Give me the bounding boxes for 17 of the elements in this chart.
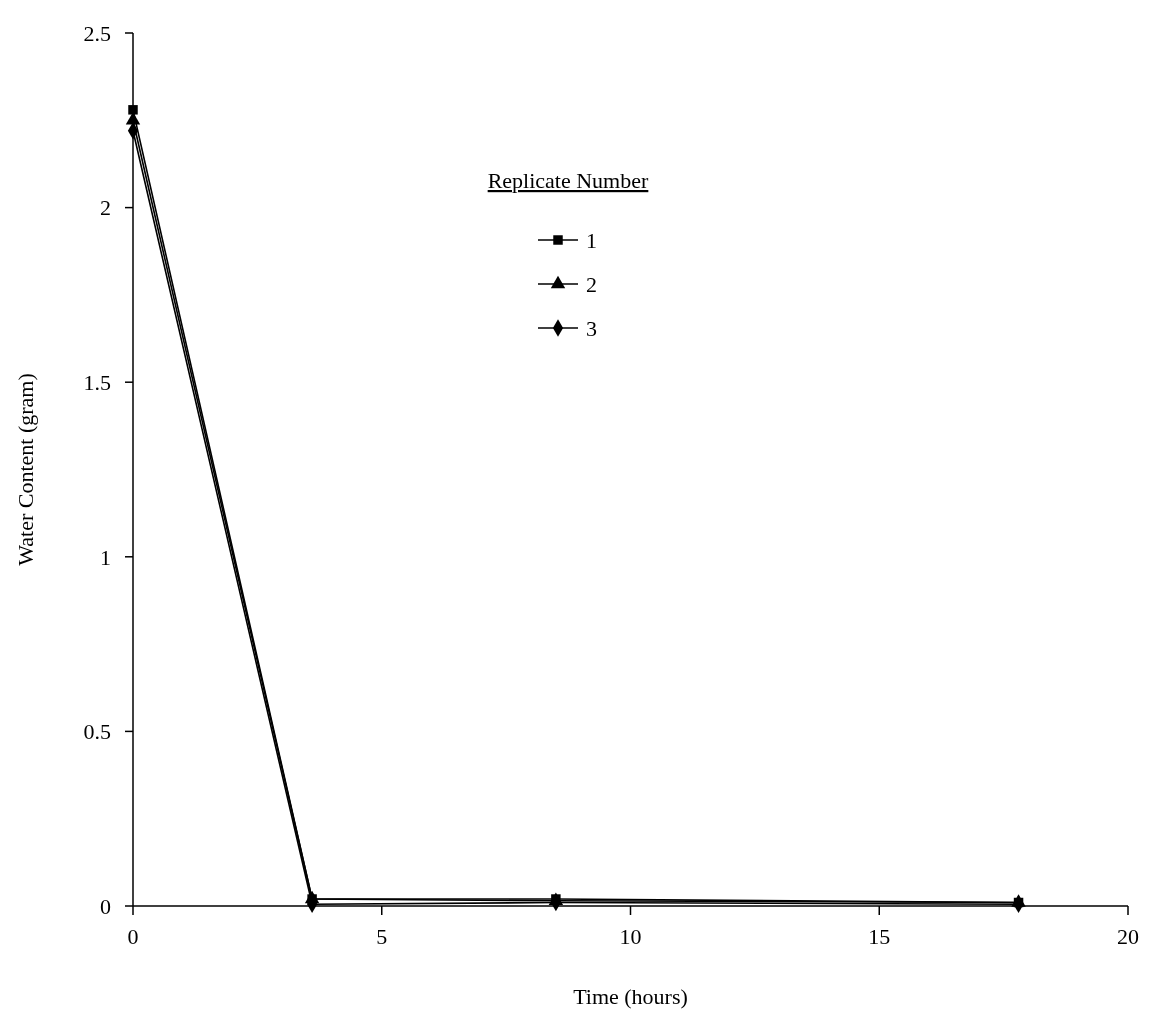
y-tick-label: 2 [100, 195, 111, 221]
y-tick-label: 0 [100, 893, 111, 919]
y-tick-label: 0.5 [83, 719, 111, 745]
legend-label: 3 [586, 315, 597, 341]
y-tick-label: 1.5 [83, 369, 111, 395]
x-tick-label: 20 [1117, 924, 1139, 949]
legend-label: 1 [586, 227, 597, 253]
x-tick-label: 0 [127, 924, 139, 949]
y-tick-label: 1 [100, 544, 111, 570]
x-axis-title: Time (hours) [573, 984, 688, 1009]
x-tick-label: 15 [868, 924, 891, 949]
y-axis-title: Water Content (gram) [13, 373, 38, 566]
legend-label: 2 [586, 271, 597, 297]
x-tick-label: 5 [376, 924, 388, 949]
y-tick-label: 2.5 [83, 20, 111, 46]
x-tick-label: 10 [619, 924, 642, 949]
legend-title: Replicate Number [487, 168, 649, 193]
